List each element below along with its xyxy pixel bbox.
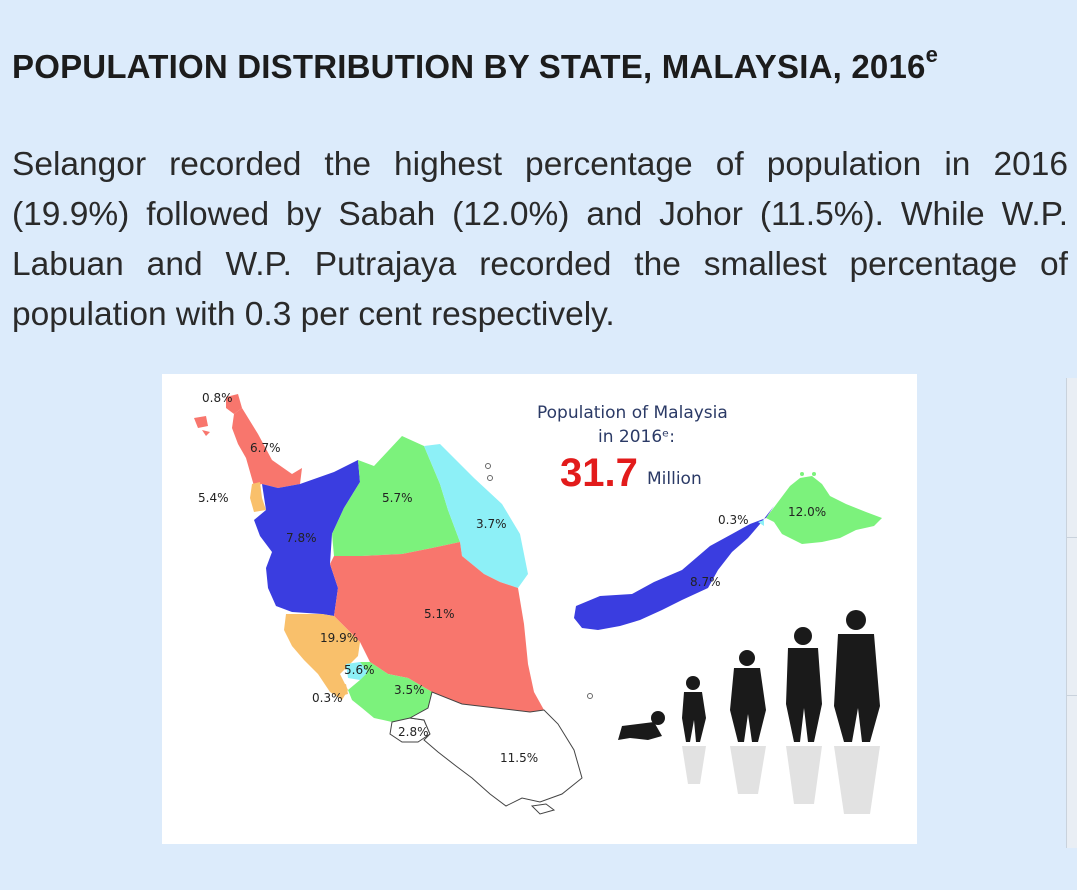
total-population-value: 31.7 [560,451,638,495]
state-terengganu [424,444,528,588]
state-sabah [766,476,882,544]
state-penang [250,482,266,512]
label-negeri-sembilan: 3.5% [394,683,425,697]
state-pahang [330,542,544,712]
label-sabah: 12.0% [788,505,826,519]
right-edge-divider [1066,695,1077,696]
silhouette-adult [834,610,880,742]
silhouette-child [730,650,766,742]
label-sarawak: 8.7% [690,575,721,589]
label-melaka: 2.8% [398,725,429,739]
label-kelantan: 5.7% [382,491,413,505]
island-dot [487,475,493,481]
state-perlis [226,394,242,414]
silhouette-toddler [682,676,706,742]
silhouette-baby [618,711,665,740]
island-dot [587,693,593,699]
malaysia-map: Population of Malaysia in 2016ᵉ: 31.7 Mi… [194,391,882,815]
territory-putrajaya [338,684,348,696]
map-title-line1: Population of Malaysia [537,403,728,423]
label-kedah: 6.7% [250,441,281,455]
label-perlis: 0.8% [202,391,233,405]
island-dot [485,463,491,469]
state-johor [408,691,583,807]
label-pahang: 5.1% [424,607,455,621]
territory-kuala-lumpur [346,662,368,680]
label-labuan: 0.3% [718,513,749,527]
silhouette-teen [786,627,822,742]
total-population-unit: Million [647,469,702,489]
island-dot [812,472,816,476]
right-edge-panel [1066,378,1077,848]
island-langkawi [194,416,210,436]
territory-labuan [758,520,764,526]
right-edge-divider [1066,537,1077,538]
label-selangor: 19.9% [320,631,358,645]
label-johor: 11.5% [500,751,538,765]
page-title: POPULATION DISTRIBUTION BY STATE, MALAYS… [12,42,938,85]
title-superscript: e [925,42,938,67]
state-sarawak [574,506,774,630]
population-growth-silhouettes [618,610,880,742]
state-negeri-sembilan [348,662,432,722]
silhouette-reflection [682,746,880,814]
label-perak: 7.8% [286,531,317,545]
map-title-line2: in 2016ᵉ: [598,427,675,447]
state-perak [254,460,360,616]
label-penang: 5.4% [198,491,229,505]
population-map-figure: Population of Malaysia in 2016ᵉ: 31.7 Mi… [162,374,917,844]
label-kuala-lumpur: 5.6% [344,663,375,677]
island-south [530,803,556,815]
summary-paragraph: Selangor recorded the highest percentage… [12,146,1068,333]
label-putrajaya: 0.3% [312,691,343,705]
island-dot [800,472,804,476]
label-terengganu: 3.7% [476,517,507,531]
state-kedah [232,408,302,488]
state-selangor [284,614,360,700]
state-kelantan [332,436,460,556]
